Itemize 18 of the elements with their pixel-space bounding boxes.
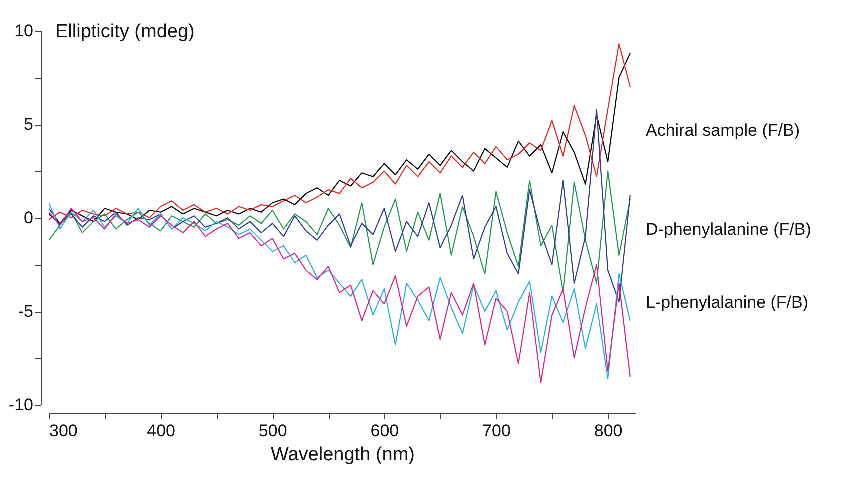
y-tick-label: 5	[24, 115, 34, 134]
text: Achiral sample (F/B)	[646, 121, 800, 140]
y-tick-label: 10	[14, 22, 34, 40]
x-tick-label: 600	[370, 422, 400, 440]
x-tick-label: 500	[258, 422, 288, 440]
x-tick-label: 400	[147, 422, 176, 440]
x-tick-label: 700	[482, 422, 511, 440]
y-tick-label: -10	[8, 396, 34, 414]
y-axis-title: Ellipticity (mdeg)	[56, 22, 195, 42]
x-tick-label: 800	[594, 422, 623, 440]
x-tick-label: 300	[50, 422, 78, 440]
line-series	[49, 170, 631, 294]
y-tick-label: -5	[18, 302, 34, 321]
x-axis-title: Wavelength (nm)	[271, 444, 415, 466]
text: D-phenylalanine (F/B)	[646, 220, 812, 239]
y-tick-label: 0	[24, 208, 34, 228]
line-series	[49, 108, 631, 303]
text: L-phenylalanine (F/B)	[646, 293, 809, 312]
